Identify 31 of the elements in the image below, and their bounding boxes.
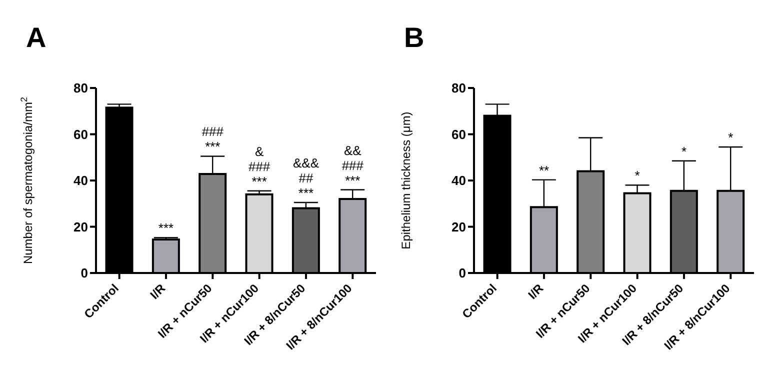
annotation: *** — [298, 185, 314, 200]
annotation: &&& — [292, 155, 320, 170]
annotation: ** — [538, 162, 550, 178]
y-tick-label: 20 — [74, 219, 88, 234]
y-tick-label: 0 — [80, 266, 88, 281]
annotation: * — [681, 144, 687, 159]
chart-title: B — [403, 21, 426, 55]
y-tick-label: 40 — [74, 173, 88, 188]
annotation: ### — [248, 158, 271, 174]
y-tick-label: 80 — [74, 80, 88, 96]
annotation: * — [728, 130, 734, 145]
y-tick-label: 60 — [74, 126, 88, 142]
y-tick-label: 20 — [452, 219, 466, 234]
y-tick-label: 60 — [452, 126, 466, 142]
y-axis-title: Epithelium thickness (μm) — [399, 112, 413, 250]
annotation: *** — [205, 139, 220, 154]
y-tick-label: 0 — [458, 266, 466, 281]
annotation: ### — [342, 158, 364, 173]
y-tick-label: 40 — [452, 173, 466, 188]
annotation: * — [634, 168, 640, 184]
annotation: ## — [298, 170, 314, 186]
annotation: *** — [158, 220, 174, 236]
annotation: *** — [252, 174, 267, 189]
chart-title: A — [25, 21, 48, 55]
x-tick-label: I/R — [525, 280, 546, 302]
annotation: *** — [345, 172, 360, 188]
y-tick-label: 80 — [452, 80, 466, 96]
annotation: && — [344, 142, 362, 158]
annotation: ### — [202, 124, 224, 140]
x-tick-label: I/R — [147, 280, 168, 302]
annotation: & — [254, 144, 264, 159]
